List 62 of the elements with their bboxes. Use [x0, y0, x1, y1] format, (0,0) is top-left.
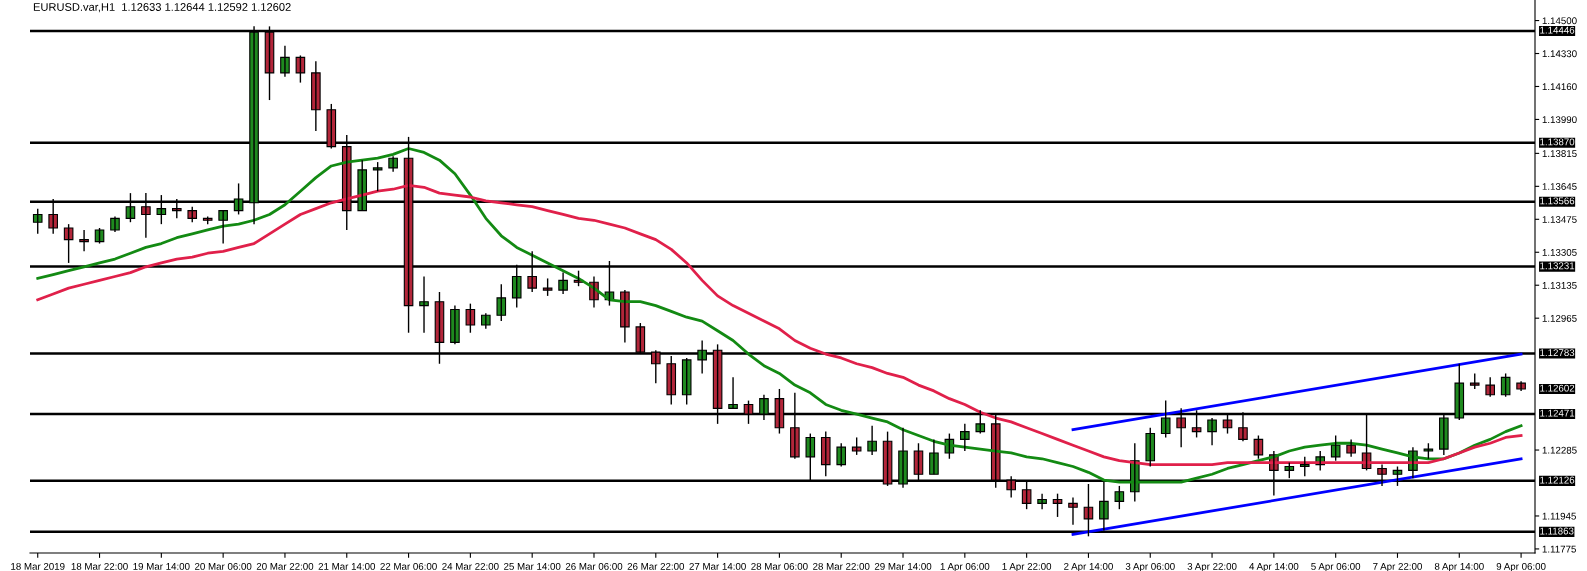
candlestick	[1516, 380, 1526, 392]
candlestick	[1145, 427, 1156, 468]
candlestick	[820, 430, 831, 477]
x-tick-label: 18 Mar 2019	[11, 562, 65, 570]
candlestick	[372, 161, 383, 192]
ref-line-label: 1.13231	[1540, 262, 1575, 270]
candlestick	[1160, 399, 1171, 439]
y-tick-label: 1.13645	[1542, 183, 1577, 190]
x-tick-label: 21 Mar 14:00	[318, 562, 376, 570]
x-tick-label: 22 Mar 06:00	[380, 562, 437, 570]
x-tick-label: 29 Mar 14:00	[874, 562, 932, 570]
text: 1.12602	[1540, 384, 1575, 392]
x-tick-label: 3 Apr 22:00	[1187, 562, 1237, 571]
y-tick-label: 1.13815	[1542, 150, 1577, 157]
candlestick	[32, 207, 43, 235]
y-tick-label: 1.14330	[1542, 50, 1577, 58]
candlestick	[836, 442, 847, 468]
x-tick-label: 27 Mar 14:00	[689, 562, 746, 570]
x-tick-label: 8 Apr 14:00	[1434, 562, 1484, 571]
x-tick-label: 4 Apr 14:00	[1249, 562, 1299, 571]
y-tick-label: 1.11945	[1542, 512, 1576, 520]
x-tick-label: 28 Mar 22:00	[813, 562, 870, 570]
ref-line-label: 1.13566	[1540, 197, 1575, 205]
ref-line-label: 1.13870	[1540, 138, 1575, 146]
ref-line-label: 1.12783	[1540, 349, 1575, 357]
x-tick-label: 5 Apr 06:00	[1311, 562, 1361, 571]
chart-title: EURUSD.var,H1 1.12633 1.12644 1.12592 1.12602	[33, 3, 291, 13]
x-tick-label: 28 Mar 06:00	[751, 562, 808, 570]
x-tick-label: 26 Mar 06:00	[565, 562, 623, 570]
y-tick-label: 1.13135	[1542, 281, 1577, 289]
x-tick-label: 7 Apr 22:00	[1373, 562, 1422, 571]
y-tick-label: 1.13475	[1542, 216, 1577, 223]
x-tick-label: 18 Mar 22:00	[71, 562, 128, 570]
candlestick	[496, 283, 507, 322]
x-tick-label: 26 Mar 22:00	[627, 562, 685, 570]
y-tick-label: 1.14500	[1542, 17, 1577, 25]
x-tick-label: 1 Apr 06:00	[940, 562, 990, 571]
ref-line-label: 1.12471	[1540, 409, 1575, 417]
y-tick-label: 1.14160	[1542, 83, 1577, 91]
y-tick-label: 1.12285	[1542, 446, 1577, 454]
x-tick-label: 1 Apr 22:00	[1002, 562, 1052, 571]
x-tick-label: 3 Apr 06:00	[1125, 562, 1175, 571]
x-tick-label: 20 Mar 22:00	[256, 562, 314, 570]
ref-line-label: 1.12126	[1540, 476, 1575, 484]
candlestick	[465, 302, 476, 334]
candlestick	[63, 223, 74, 264]
ref-line-label: 1.14446	[1540, 26, 1575, 34]
x-tick-label: 2 Apr 14:00	[1064, 562, 1113, 571]
x-tick-label: 20 Mar 06:00	[194, 562, 252, 570]
y-tick-label: 1.11775	[1542, 545, 1576, 553]
x-tick-label: 9 Apr 06:00	[1496, 562, 1546, 571]
candlestick	[1299, 456, 1310, 477]
y-tick-label: 1.13305	[1542, 249, 1577, 256]
candlestick	[1500, 372, 1511, 398]
x-tick-label: 19 Mar 14:00	[133, 562, 190, 570]
x-tick-label: 24 Mar 22:00	[442, 562, 499, 570]
x-tick-label: 25 Mar 14:00	[504, 562, 561, 570]
ref-line-label: 1.11863	[1540, 527, 1574, 535]
candlestick	[681, 357, 692, 406]
y-tick-label: 1.12965	[1542, 314, 1577, 322]
candlestick	[1114, 485, 1125, 510]
y-tick-label: 1.13990	[1542, 116, 1577, 124]
